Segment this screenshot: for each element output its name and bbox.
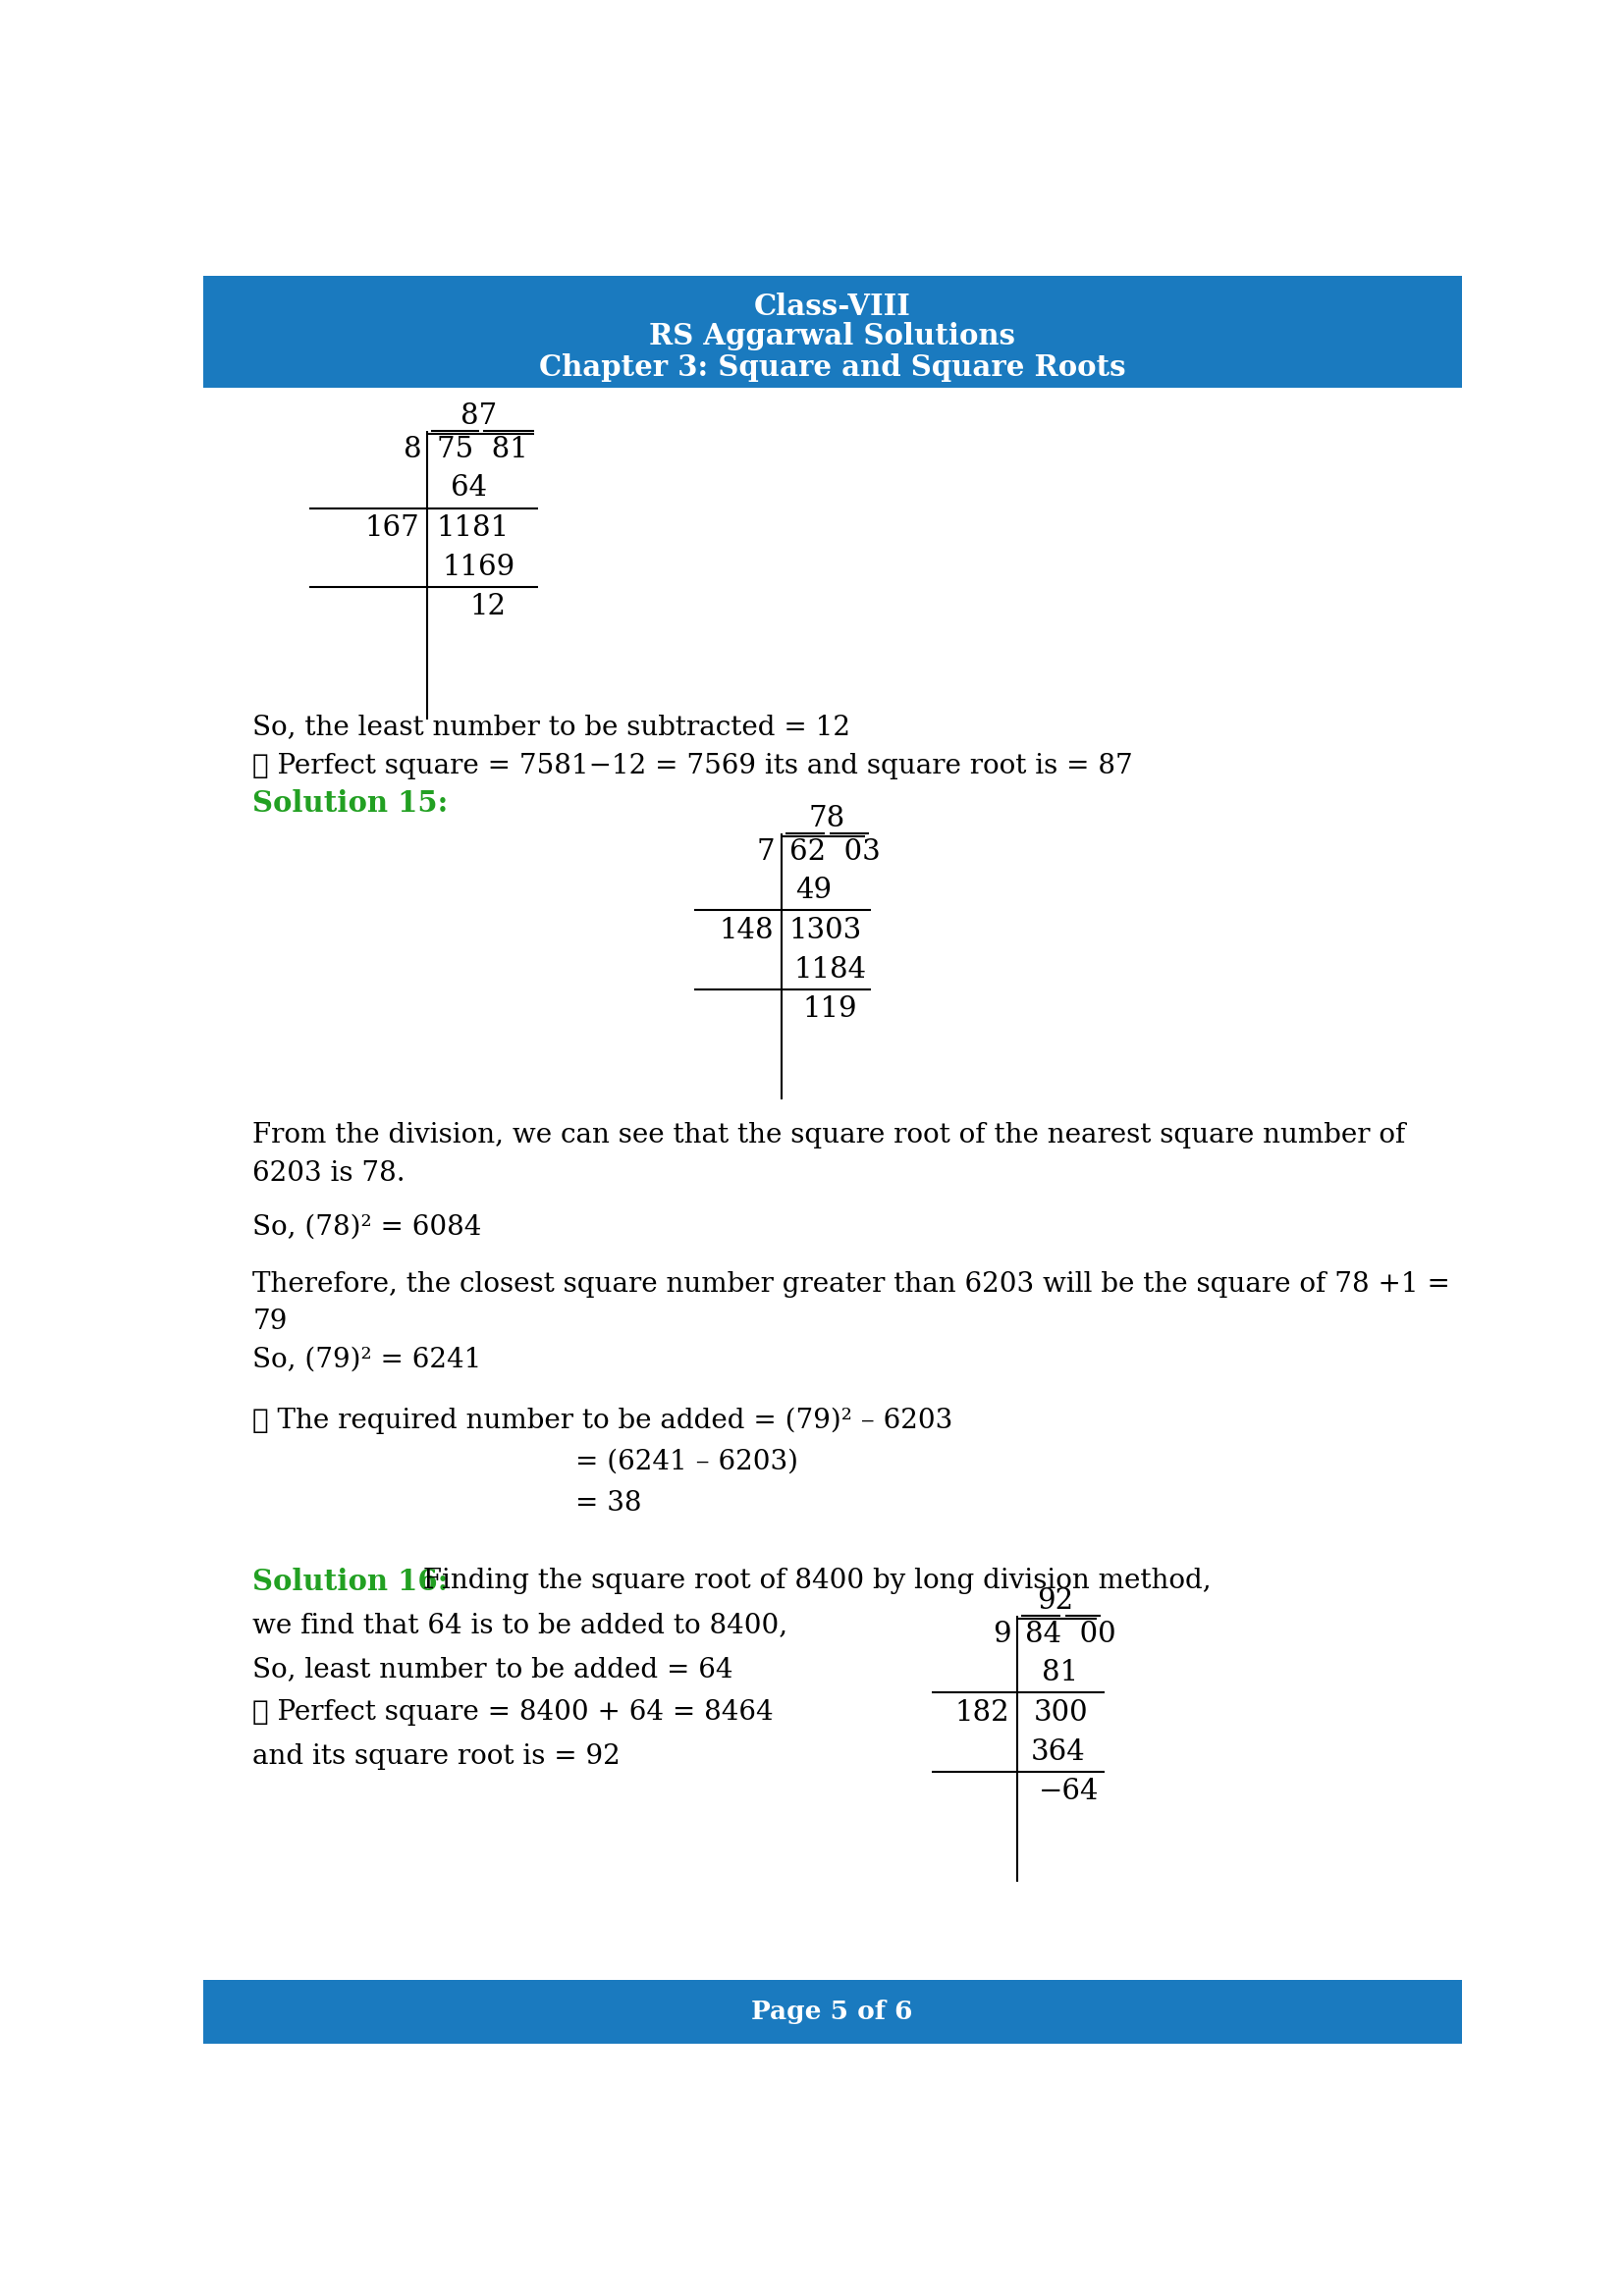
Text: Finding the square root of 8400 by long division method,: Finding the square root of 8400 by long … bbox=[414, 1568, 1212, 1593]
Text: 1181: 1181 bbox=[437, 514, 510, 542]
Text: 6203 is 78.: 6203 is 78. bbox=[252, 1159, 406, 1187]
Text: So, (79)² = 6241: So, (79)² = 6241 bbox=[252, 1345, 482, 1373]
Text: Page 5 of 6: Page 5 of 6 bbox=[752, 2000, 913, 2025]
Text: 1303: 1303 bbox=[789, 916, 862, 944]
Text: Chapter 3: Square and Square Roots: Chapter 3: Square and Square Roots bbox=[539, 354, 1125, 381]
Text: 64: 64 bbox=[450, 475, 487, 503]
Text: 9: 9 bbox=[992, 1621, 1012, 1649]
Text: 364: 364 bbox=[1031, 1738, 1086, 1766]
Text: From the division, we can see that the square root of the nearest square number : From the division, we can see that the s… bbox=[252, 1123, 1405, 1148]
Text: 182: 182 bbox=[955, 1699, 1010, 1727]
Text: 1169: 1169 bbox=[443, 553, 515, 581]
Text: 92: 92 bbox=[1038, 1587, 1073, 1614]
Text: ∴ The required number to be added = (79)² – 6203: ∴ The required number to be added = (79)… bbox=[252, 1407, 953, 1435]
Text: Solution 15:: Solution 15: bbox=[252, 790, 448, 817]
Text: Class-VIII: Class-VIII bbox=[754, 292, 911, 321]
Text: 62  03: 62 03 bbox=[789, 838, 880, 866]
Text: 167: 167 bbox=[365, 514, 421, 542]
Text: −64: −64 bbox=[1038, 1777, 1099, 1805]
Text: 148: 148 bbox=[719, 916, 773, 944]
Text: ∴ Perfect square = 8400 + 64 = 8464: ∴ Perfect square = 8400 + 64 = 8464 bbox=[252, 1699, 773, 1727]
Text: 78: 78 bbox=[809, 804, 844, 831]
Text: 75  81: 75 81 bbox=[437, 436, 528, 464]
Text: 119: 119 bbox=[802, 994, 857, 1022]
Text: So, the least number to be subtracted = 12: So, the least number to be subtracted = … bbox=[252, 714, 851, 739]
Text: 1184: 1184 bbox=[794, 955, 866, 983]
Text: 7: 7 bbox=[757, 838, 775, 866]
Text: So, least number to be added = 64: So, least number to be added = 64 bbox=[252, 1655, 732, 1683]
Bar bbox=[203, 1979, 1462, 2043]
Bar bbox=[203, 276, 1462, 388]
Text: = (6241 – 6203): = (6241 – 6203) bbox=[577, 1449, 799, 1474]
Text: 300: 300 bbox=[1034, 1699, 1088, 1727]
Text: 8: 8 bbox=[403, 436, 421, 464]
Text: 84  00: 84 00 bbox=[1025, 1621, 1116, 1649]
Text: RS Aggarwal Solutions: RS Aggarwal Solutions bbox=[650, 321, 1015, 351]
Text: we find that 64 is to be added to 8400,: we find that 64 is to be added to 8400, bbox=[252, 1612, 788, 1639]
Text: 79: 79 bbox=[252, 1309, 287, 1336]
Text: 81: 81 bbox=[1041, 1658, 1078, 1685]
Text: ∴ Perfect square = 7581−12 = 7569 its and square root is = 87: ∴ Perfect square = 7581−12 = 7569 its an… bbox=[252, 753, 1134, 781]
Text: 12: 12 bbox=[469, 592, 505, 620]
Text: = 38: = 38 bbox=[577, 1490, 641, 1518]
Text: Therefore, the closest square number greater than 6203 will be the square of 78 : Therefore, the closest square number gre… bbox=[252, 1272, 1450, 1297]
Text: and its square root is = 92: and its square root is = 92 bbox=[252, 1743, 620, 1770]
Text: 87: 87 bbox=[460, 402, 497, 429]
Text: 49: 49 bbox=[796, 877, 831, 905]
Text: So, (78)² = 6084: So, (78)² = 6084 bbox=[252, 1215, 482, 1240]
Text: Solution 16:: Solution 16: bbox=[252, 1568, 448, 1596]
